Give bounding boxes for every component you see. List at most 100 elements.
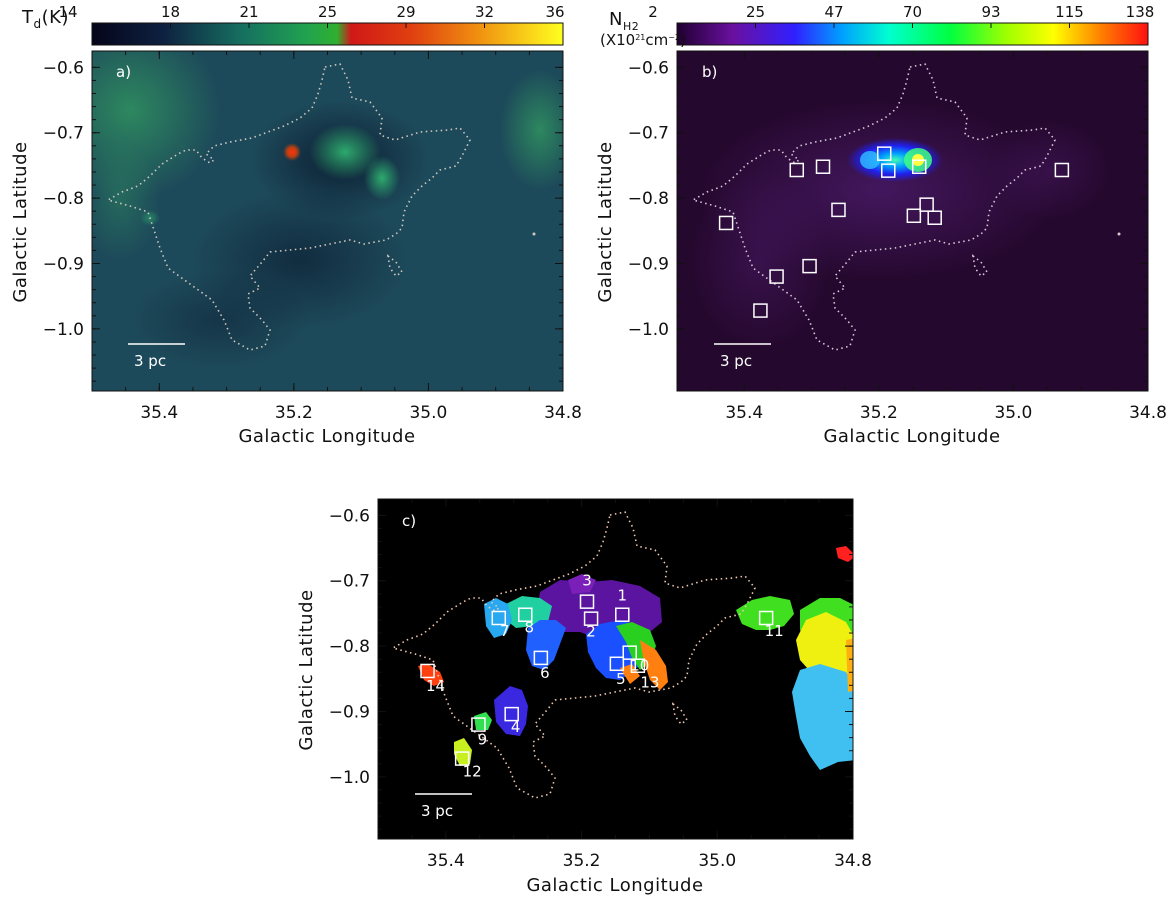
y-tick-label: −1.0	[329, 768, 370, 788]
colorbar-tick-label: 70	[903, 3, 922, 21]
clump-marker	[491, 610, 507, 626]
y-tick-label: −0.7	[329, 572, 370, 592]
colorbar-tick-label: 25	[746, 3, 765, 21]
contour-b	[690, 63, 1056, 351]
clump-id-label: 8	[524, 619, 534, 637]
clump-marker	[622, 645, 637, 660]
y-tick-label: −1.0	[43, 320, 84, 340]
clump-marker	[906, 208, 922, 224]
clump-marker	[1054, 162, 1070, 178]
colorbar-tick-label: 36	[545, 3, 564, 21]
clump-marker	[881, 163, 896, 178]
panel-label-a: a)	[116, 63, 131, 81]
clump-id-label: 6	[540, 664, 550, 682]
clump-id-label: 4	[511, 718, 521, 736]
colorbar-tick-label: 2	[648, 3, 658, 21]
xlabel-a: Galactic Longitude	[238, 426, 415, 447]
x-tick-label: 35.4	[140, 403, 178, 423]
clump-marker	[927, 210, 942, 225]
x-tick-label: 34.8	[834, 851, 872, 871]
x-tick-label: 35.2	[860, 403, 898, 423]
clump-id-label: 1	[618, 587, 628, 605]
colorbar-tick-label: 115	[1055, 3, 1084, 21]
clump-id-label: 12	[463, 763, 482, 781]
clump-markers-b	[718, 146, 1070, 318]
clump-marker	[471, 717, 486, 732]
clump-marker	[758, 610, 774, 626]
colorbar-tick-label: 47	[824, 3, 843, 21]
y-tick-label: −0.6	[43, 58, 84, 78]
hot-spot	[283, 143, 301, 161]
xlabel-b: Galactic Longitude	[823, 426, 1000, 447]
clump-marker	[769, 269, 784, 284]
x-tick-label: 34.8	[544, 403, 582, 423]
contour-a	[105, 63, 471, 351]
x-tick-label: 35.2	[563, 851, 601, 871]
x-tick-label: 35.4	[427, 851, 465, 871]
clump-marker	[831, 202, 846, 218]
colorbar-ticks-b: 2 25 47 70 93 115 138	[648, 3, 1154, 28]
clump-marker	[504, 706, 519, 722]
clump-marker	[815, 159, 831, 174]
clump-id-label: 2	[586, 623, 596, 641]
colorbar-tick-label: 93	[981, 3, 1000, 21]
colorbar-unit-b: (X1021cm−2)	[600, 31, 686, 49]
colorbar-tick-label: 21	[239, 3, 258, 21]
axes-c: 35.4 35.2 35.0 34.8 −0.6 −0.7 −0.8 −0.9 −1.0	[329, 499, 872, 871]
clump-id-label: 7	[500, 622, 510, 640]
scale-bar-label-b: 3 pc	[720, 352, 752, 370]
clump-marker	[753, 303, 768, 318]
panel-b: 2 25 47 70 93 115 138 NH2 (X1021cm−2) b) 3 pc …	[595, 3, 1167, 447]
panel-label-b: b)	[702, 63, 717, 81]
clump-marker	[420, 663, 435, 679]
contour-c	[390, 511, 756, 799]
y-tick-label: −0.6	[329, 506, 370, 526]
ylabel-b: Galactic Latitude	[595, 141, 616, 302]
clump-marker	[454, 751, 470, 766]
clump-id-label: 3	[582, 572, 592, 590]
clump-marker	[609, 656, 625, 672]
clump-marker	[789, 162, 805, 178]
scale-bar-label-c: 3 pc	[421, 802, 453, 820]
clump-marker	[615, 607, 630, 622]
x-tick-label: 35.0	[994, 403, 1032, 423]
axes-b: 35.4 35.2 35.0 34.8 −0.6 −0.7 −0.8 −0.9 −1.0	[628, 51, 1167, 423]
scale-bar-label-a: 3 pc	[134, 352, 166, 370]
contour-a-small	[386, 254, 404, 278]
colorbar-tick-label: 14	[58, 3, 77, 21]
clump-marker	[583, 611, 599, 626]
clump-marker	[718, 215, 734, 231]
y-tick-label: −0.9	[628, 255, 669, 275]
y-tick-label: −0.9	[43, 255, 84, 275]
colorbar-tick-label: 138	[1126, 3, 1155, 21]
clump-marker	[802, 258, 817, 274]
panel-label-c: c)	[402, 512, 416, 530]
y-tick-label: −0.7	[628, 124, 669, 144]
axes-a: 35.4 35.2 35.0 34.8 −0.6 −0.7 −0.8 −0.9 −1.0	[43, 51, 582, 423]
x-tick-label: 34.8	[1129, 403, 1167, 423]
y-tick-label: −0.7	[43, 124, 84, 144]
colorbar-tick-label: 29	[396, 3, 415, 21]
colorbar-label-a: Td(K)	[21, 7, 69, 31]
clump-marker	[518, 607, 533, 622]
x-tick-label: 35.0	[698, 851, 736, 871]
ylabel-a: Galactic Latitude	[10, 141, 31, 302]
colorbar-tick-label: 25	[318, 3, 337, 21]
y-tick-label: −0.8	[43, 189, 84, 209]
y-tick-label: −0.6	[628, 58, 669, 78]
clump-marker	[533, 650, 549, 666]
clump-marker	[630, 658, 646, 673]
clump-id-label: 11	[765, 622, 784, 640]
ylabel-c: Galactic Latitude	[296, 589, 317, 750]
x-tick-label: 35.2	[275, 403, 313, 423]
clump-marker	[911, 159, 927, 174]
clump-marker	[579, 594, 595, 609]
colorbar-tick-label: 18	[161, 3, 180, 21]
clump-id-label: 13	[640, 674, 659, 692]
colorbar-label-b: NH2	[609, 9, 639, 33]
x-tick-label: 35.0	[409, 403, 447, 423]
x-tick-label: 35.4	[725, 403, 763, 423]
